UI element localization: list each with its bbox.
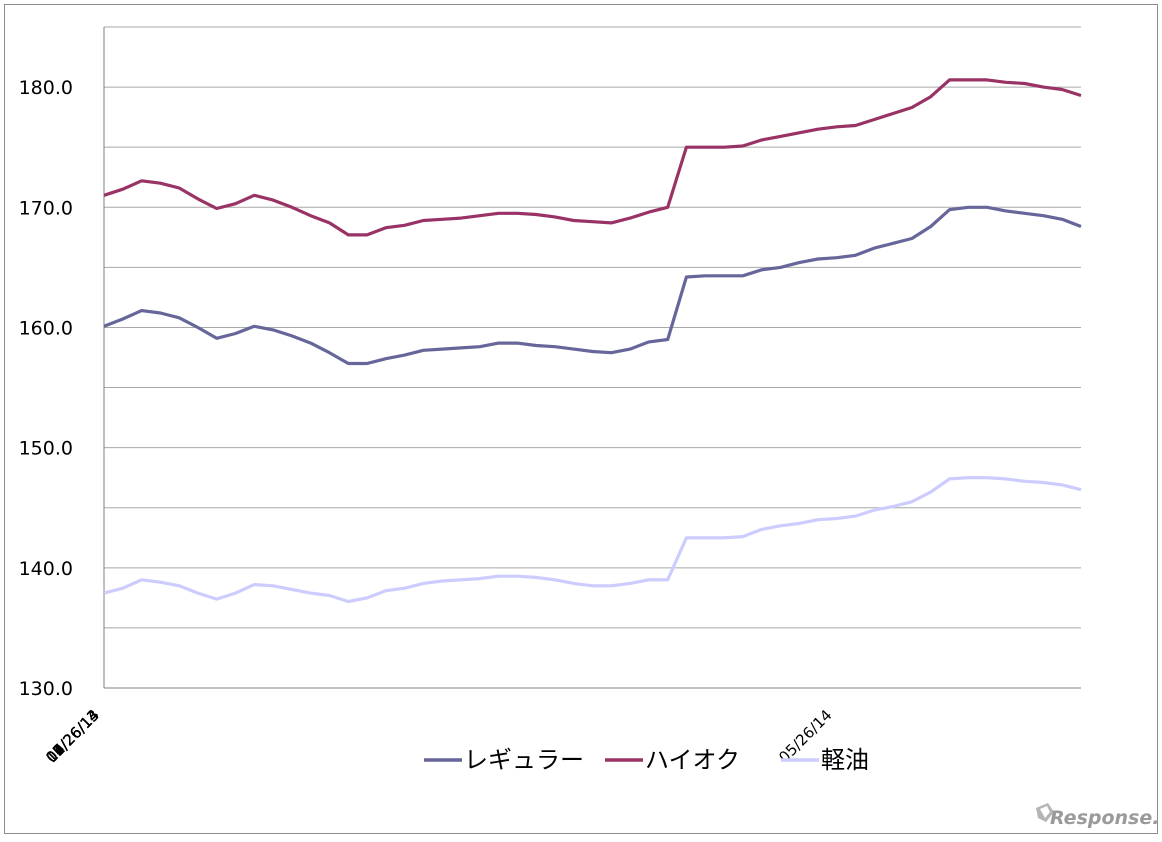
y-axis-ticks: 130.0 140.0 150.0 160.0 170.0 180.0: [19, 77, 73, 700]
series-lines: [103, 78, 1082, 604]
watermark-arrow-icon: [1036, 803, 1054, 822]
watermark-text: Response.: [1050, 807, 1159, 829]
legend-label-3: 軽油: [821, 746, 869, 774]
response-watermark: Response.: [1036, 803, 1159, 829]
axes: [103, 27, 1081, 689]
series-line-3: [103, 476, 1082, 604]
y-tick-label: 140.0: [19, 558, 73, 580]
y-tick-label: 150.0: [19, 438, 73, 460]
y-tick-label: 130.0: [19, 678, 73, 700]
legend-label-1: レギュラー: [464, 746, 584, 774]
y-tick-label: 170.0: [19, 197, 73, 219]
y-tick-label: 160.0: [19, 317, 73, 339]
series-line-1: [103, 205, 1082, 366]
series-line-2: [103, 78, 1082, 237]
chart-border: [4, 4, 1158, 834]
y-tick-label: 180.0: [19, 77, 73, 99]
legend: レギュラー ハイオク 軽油: [424, 746, 869, 774]
legend-label-2: ハイオク: [645, 746, 740, 774]
